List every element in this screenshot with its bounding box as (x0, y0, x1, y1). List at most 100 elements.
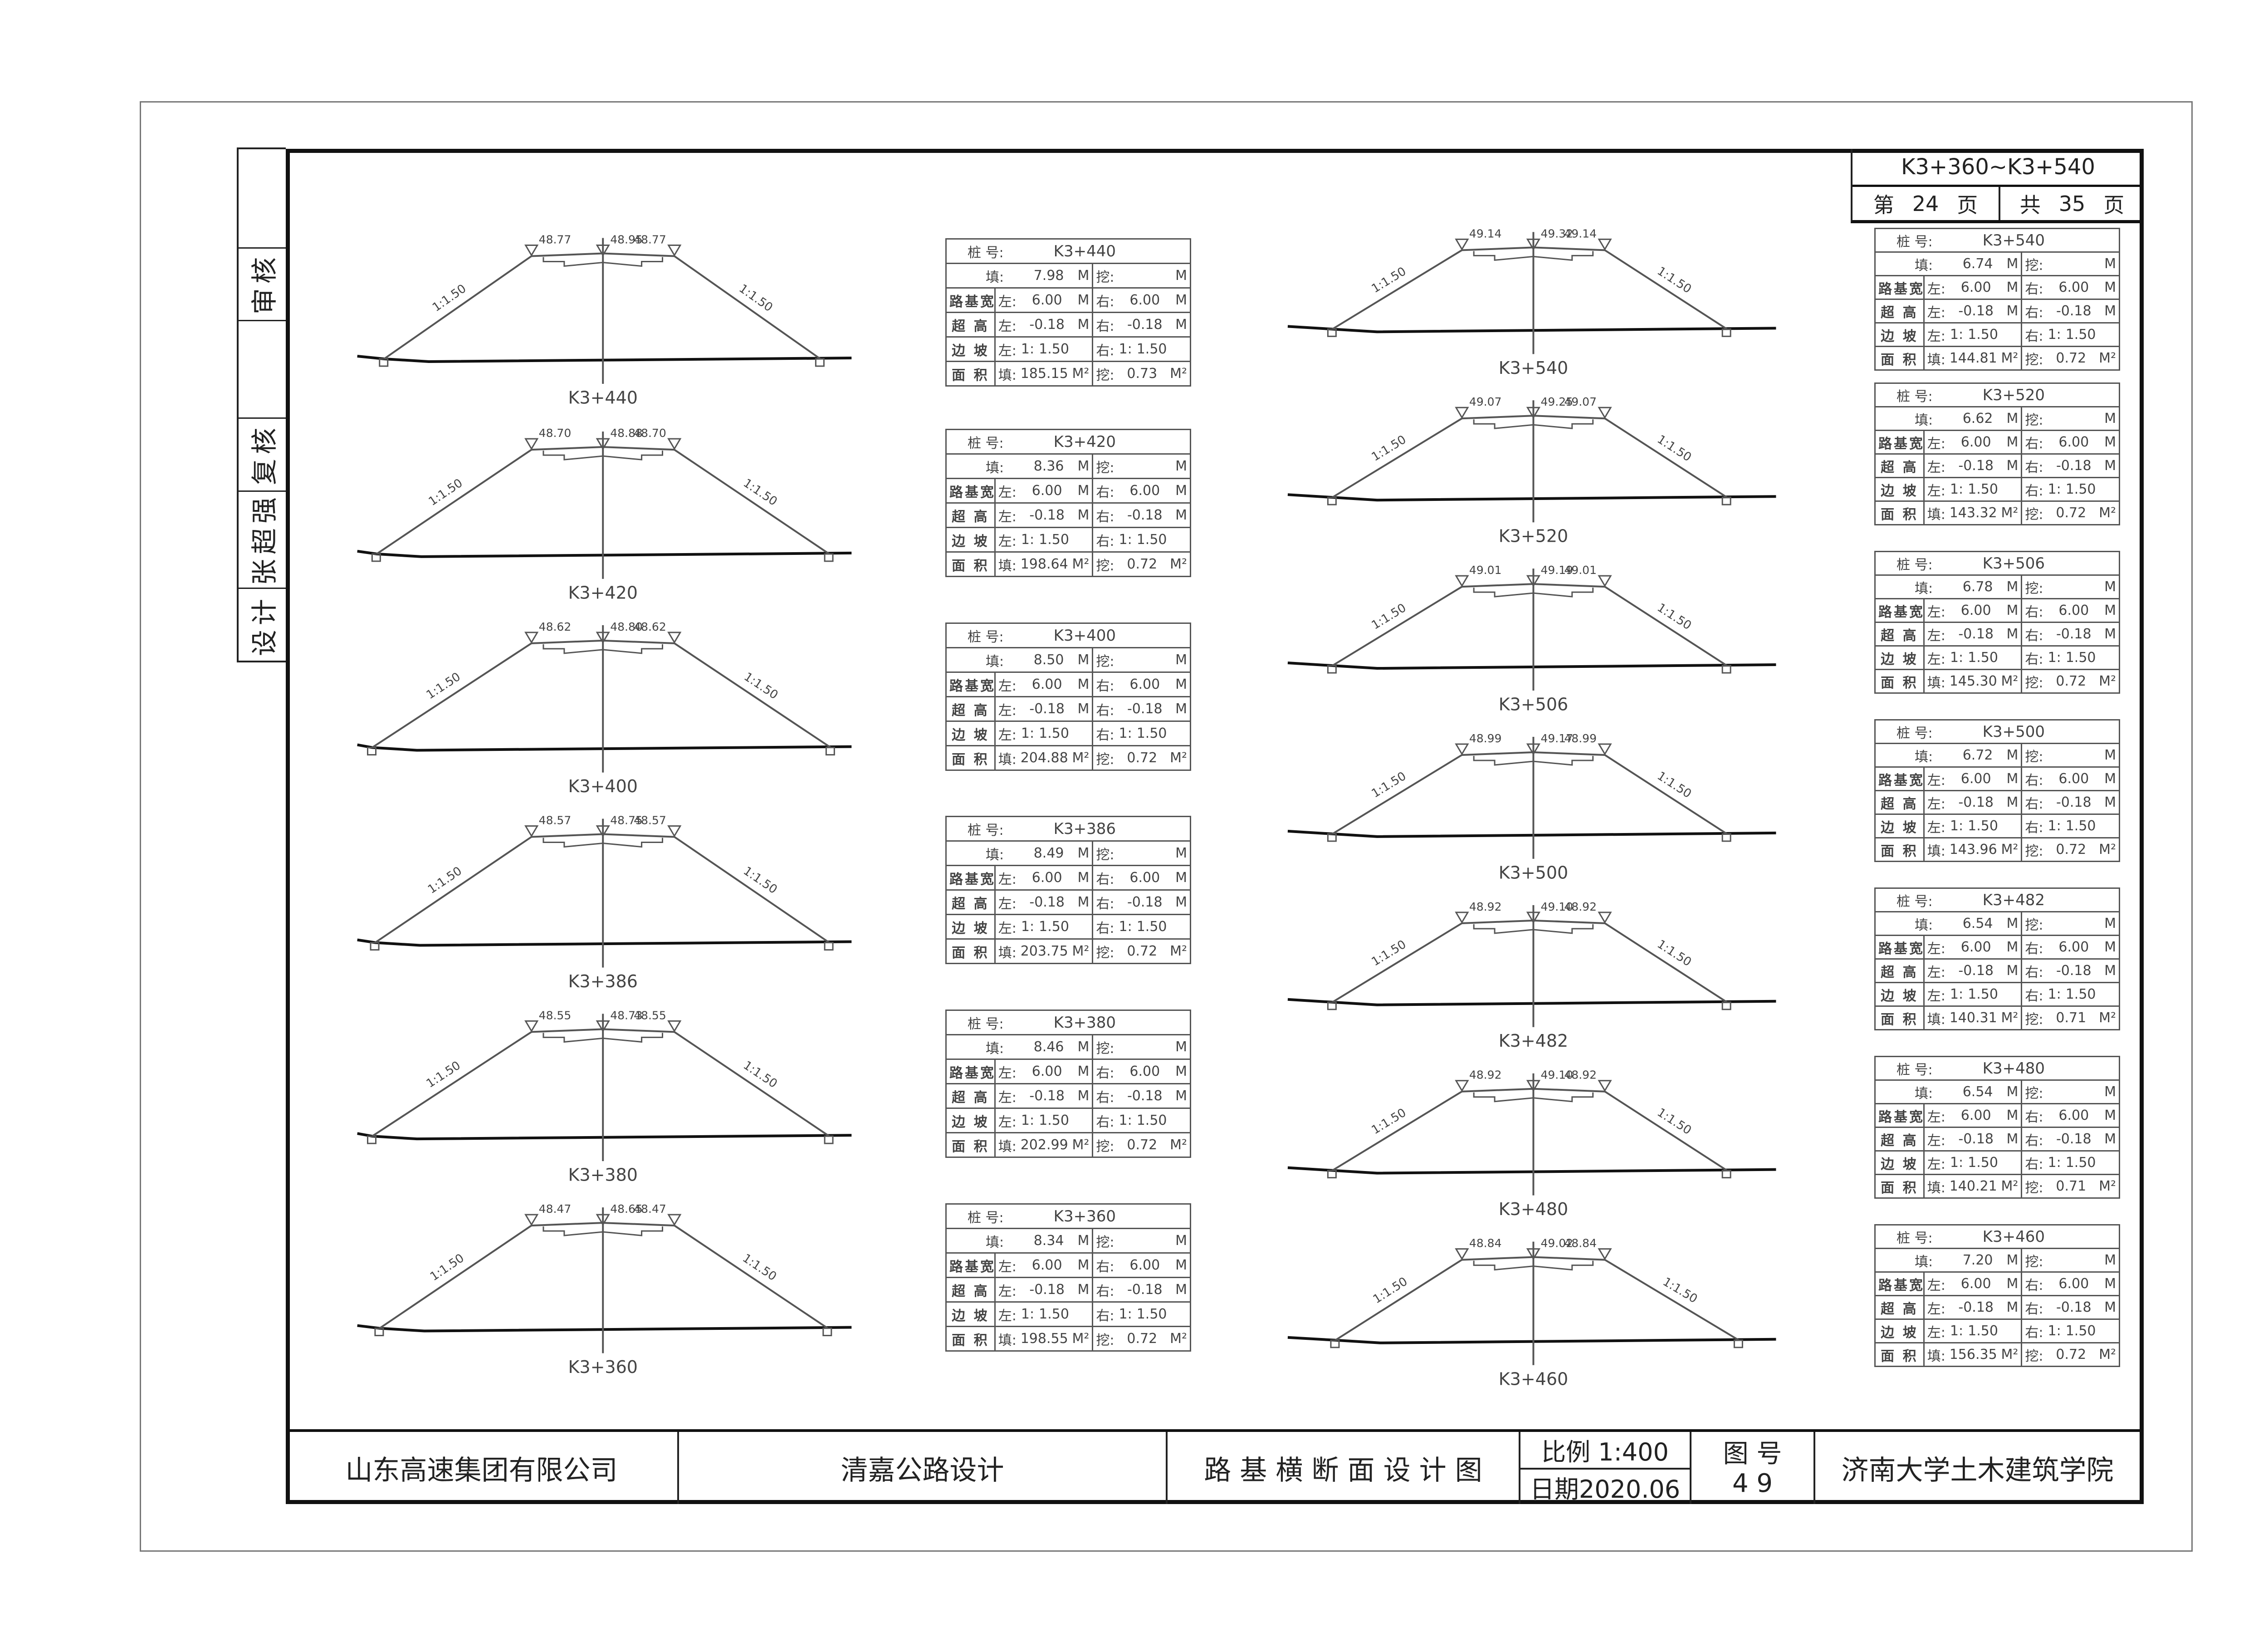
slope-left-label: 左: (1927, 1156, 1945, 1172)
station-label: K3+506 (1499, 695, 1568, 715)
slope-left-value: 1.50 (1968, 481, 1998, 497)
cut-label: 挖: (1096, 460, 1114, 476)
slope-left-value: 1.50 (1968, 986, 1998, 1002)
width-right-label: 右: (2025, 604, 2043, 620)
slope-left-value: 1.50 (1968, 650, 1998, 666)
super-left-label: 左: (1927, 1132, 1945, 1149)
super-right-label: 右: (1096, 702, 1114, 719)
elevation-marker-icon (1526, 743, 1541, 755)
super-left-label: 左: (998, 896, 1017, 912)
super-left-label: 左: (1927, 627, 1945, 644)
area-cut-value: 0.72 (1127, 1331, 1158, 1347)
elevation-marker-icon (1598, 1248, 1612, 1260)
width-right-unit: M (1175, 483, 1187, 499)
slope-right-value: 1.50 (1136, 1306, 1167, 1322)
area-cut-value: 0.72 (2056, 350, 2087, 366)
slope-right-label: 右: (1096, 1114, 1114, 1130)
super-right-label: 右: (2025, 459, 2043, 475)
slope-left-prefix: 1: (1950, 481, 1964, 497)
area-label: 面 积 (1881, 506, 1918, 523)
slope-right-prefix: 1: (1119, 725, 1132, 741)
area-fill-unit: M² (2001, 350, 2019, 366)
area-cut-label: 挖: (1096, 1138, 1114, 1155)
area-cut-unit: M² (1170, 750, 1187, 766)
area-cut-label: 挖: (2025, 352, 2043, 368)
slope-left-label: 左: (1927, 483, 1945, 499)
subgrade-width-label: 路基宽 (1878, 1277, 1924, 1294)
width-left-unit: M (1077, 292, 1090, 308)
slope-left-label: 左: (1927, 328, 1945, 344)
super-left-unit: M (2006, 1131, 2019, 1147)
area-fill-label: 填: (998, 1332, 1017, 1348)
area-fill-value: 143.32 (1949, 505, 1997, 521)
slope-right-label: 右: (1096, 727, 1114, 743)
cut-label: 挖: (1096, 847, 1114, 863)
signature-cell-designer-name: 张超强 (239, 490, 286, 589)
station-data-table: 桩 号: K3+360 填: 8.34 M 挖: M 路基宽 左: 6.00 M 右: 6.00 M … (945, 1203, 1191, 1352)
super-right-value: -0.18 (2056, 303, 2092, 319)
width-right-value: 6.00 (2058, 771, 2089, 787)
station-value: K3+482 (1982, 891, 2045, 909)
subgrade-width-label: 路基宽 (949, 678, 995, 694)
subgrade-width-label: 路基宽 (949, 1065, 995, 1081)
area-cut-value: 0.72 (2056, 842, 2087, 858)
super-left-label: 左: (998, 1089, 1017, 1106)
area-cut-label: 挖: (2025, 1011, 2043, 1028)
fill-value: 6.54 (1962, 1084, 1993, 1100)
super-right-unit: M (1175, 317, 1187, 333)
elevation-label: 48.92 (1469, 900, 1502, 913)
slope-left-label: 左: (998, 1114, 1017, 1130)
station-value: K3+506 (1982, 554, 2045, 573)
super-left-label: 左: (998, 509, 1017, 525)
width-left-label: 左: (998, 484, 1017, 500)
toe-marker (1721, 1170, 1731, 1179)
area-fill-value: 185.15 (1020, 366, 1068, 382)
superelevation-label: 超 高 (1881, 627, 1918, 644)
cut-unit: M (2104, 747, 2116, 763)
station-value: K3+420 (1053, 432, 1116, 451)
elevation-label: 48.57 (539, 814, 572, 827)
toe-marker (1721, 665, 1731, 674)
width-right-value: 6.00 (1129, 483, 1160, 499)
slope-ratio-label: 1:1.50 (425, 864, 464, 897)
toe-marker (824, 553, 834, 562)
slope-ratio-label: 1:1.50 (1369, 1106, 1409, 1137)
area-label: 面 积 (1881, 843, 1918, 859)
super-right-value: -0.18 (2056, 626, 2092, 642)
width-left-value: 6.00 (1960, 279, 1991, 295)
area-label: 面 积 (1881, 675, 1918, 691)
area-fill-value: 204.88 (1020, 750, 1068, 766)
slope-left-prefix: 1: (1021, 725, 1035, 741)
width-left-value: 6.00 (1960, 434, 1991, 450)
width-left-unit: M (1077, 1257, 1090, 1273)
cut-unit: M (1175, 652, 1187, 668)
cut-unit: M (2104, 1084, 2116, 1100)
area-cut-unit: M² (2099, 505, 2116, 521)
area-fill-label: 填: (998, 751, 1017, 768)
pavement-structure (1473, 588, 1594, 598)
elevation-marker-icon (1455, 743, 1469, 755)
elevation-label: 48.92 (1564, 1069, 1597, 1082)
area-fill-unit: M² (1072, 1137, 1090, 1153)
subgrade-width-label: 路基宽 (1878, 772, 1924, 789)
drawing-number: 4 9 (1732, 1468, 1773, 1498)
cut-label: 挖: (1096, 1234, 1114, 1250)
super-left-unit: M (2006, 458, 2019, 474)
width-left-unit: M (2006, 603, 2019, 618)
area-cut-label: 挖: (2025, 1180, 2043, 1196)
ground-line (1287, 325, 1776, 333)
elevation-marker-icon (667, 245, 682, 257)
super-right-unit: M (2104, 1299, 2116, 1315)
width-left-unit: M (2006, 771, 2019, 787)
sheet-header-box: K3+360~K3+540 第 24 页 共 35 页 (1851, 149, 2144, 223)
fill-label: 填: (1915, 580, 1933, 597)
width-left-value: 6.00 (1031, 1257, 1062, 1273)
slope-right-label: 右: (1096, 1308, 1114, 1324)
width-right-label: 右: (1096, 294, 1114, 310)
left-slope (374, 836, 532, 944)
area-cut-unit: M² (1170, 1137, 1187, 1153)
superelevation-label: 超 高 (952, 1089, 989, 1106)
